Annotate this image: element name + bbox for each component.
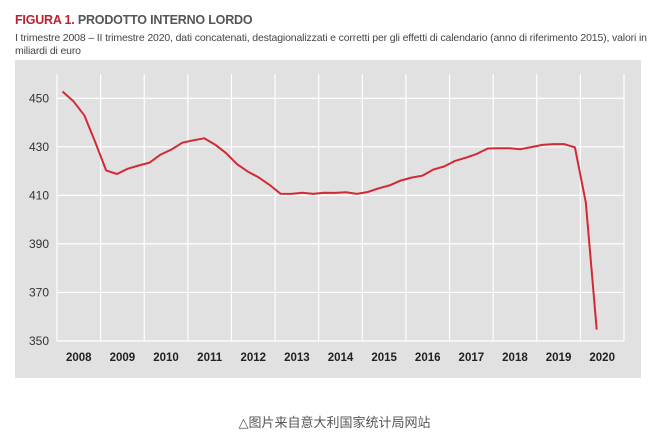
x-tick-label: 2016 — [415, 352, 441, 364]
chart-background — [15, 60, 641, 378]
x-tick-label: 2008 — [66, 352, 92, 364]
figure-prefix: FIGURA 1. — [15, 13, 75, 27]
x-tick-label: 2014 — [328, 352, 354, 364]
figure-subtitle: I trimestre 2008 – II trimestre 2020, da… — [15, 32, 647, 57]
x-tick-label: 2012 — [240, 352, 266, 364]
x-tick-label: 2011 — [197, 352, 223, 364]
x-tick-label: 2019 — [546, 352, 572, 364]
figure-title: FIGURA 1. PRODOTTO INTERNO LORDO — [15, 13, 253, 27]
series-layer — [61, 90, 598, 330]
gdp-line-chart: 350 370 390 410 430 450 2008 2009 2010 2011 2012 20… — [15, 60, 641, 378]
gdp-series-line — [61, 90, 598, 330]
y-tick-label: 450 — [29, 91, 49, 105]
triangle-outline-icon: △ — [238, 416, 249, 431]
tick-layer: 350 370 390 410 430 450 2008 2009 2010 2011 2012 20… — [29, 91, 615, 364]
x-tick-label: 2017 — [459, 352, 485, 364]
x-tick-label: 2018 — [502, 352, 528, 364]
y-tick-label: 350 — [29, 334, 49, 348]
image-caption: △图片来自意大利国家统计局网站 — [0, 412, 669, 431]
y-tick-label: 370 — [29, 285, 49, 299]
y-tick-label: 390 — [29, 237, 49, 251]
x-tick-label: 2009 — [110, 352, 136, 364]
y-tick-label: 410 — [29, 188, 49, 202]
x-tick-label: 2020 — [589, 352, 615, 364]
grid-layer — [56, 74, 625, 342]
figure-name: PRODOTTO INTERNO LORDO — [77, 13, 253, 27]
y-tick-label: 430 — [29, 140, 49, 154]
x-tick-label: 2013 — [284, 352, 310, 364]
x-tick-label: 2010 — [153, 352, 179, 364]
x-tick-label: 2015 — [371, 352, 397, 364]
caption-text: 图片来自意大利国家统计局网站 — [248, 416, 431, 431]
